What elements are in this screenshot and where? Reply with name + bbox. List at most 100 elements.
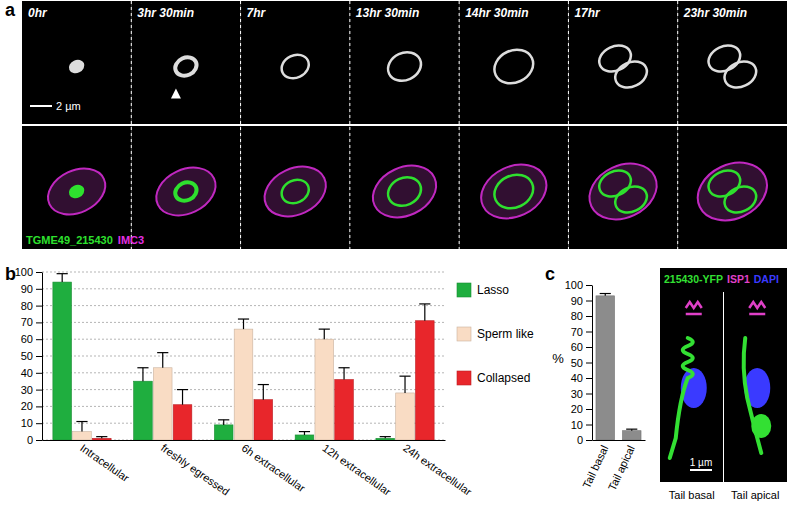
error-bar xyxy=(626,429,637,431)
image-frame xyxy=(241,126,350,249)
error-bar-stem xyxy=(324,329,325,339)
cell-signal xyxy=(704,41,744,77)
yfp-signal xyxy=(670,338,693,458)
error-bar xyxy=(57,274,68,282)
tick: 20 xyxy=(21,400,42,412)
tick-mark xyxy=(36,272,42,273)
image-caption: Tail apical xyxy=(731,489,779,501)
time-label: 3hr 30min xyxy=(137,6,194,20)
arrowhead xyxy=(171,89,181,99)
axis-line xyxy=(42,273,43,441)
error-bar-cap xyxy=(76,421,87,422)
tick-label: 40 xyxy=(571,372,583,384)
error-bar xyxy=(258,385,269,400)
error-bar xyxy=(319,329,330,339)
tick-label: Tail basal xyxy=(580,443,610,490)
tick-mark xyxy=(586,347,592,348)
tick-label: 24h extracellular xyxy=(401,442,474,498)
tick: 12h extracellular xyxy=(320,442,393,498)
tick: Tail basal xyxy=(580,443,610,490)
bar xyxy=(234,329,253,440)
error-bar-stem xyxy=(162,353,163,368)
tick: 90 xyxy=(21,283,42,295)
legend-swatch xyxy=(457,283,471,297)
error-bar-cap xyxy=(380,436,391,437)
error-bar-cap xyxy=(96,436,107,437)
cell-signal xyxy=(278,175,313,207)
image-frame xyxy=(131,1,240,124)
image-frame xyxy=(678,1,787,124)
error-bar xyxy=(76,422,87,432)
cell-signal xyxy=(704,166,744,202)
tick: 30 xyxy=(571,388,592,400)
error-bar xyxy=(338,368,349,380)
tick-mark xyxy=(36,423,42,424)
axis-line xyxy=(593,440,646,441)
tick-label: freshly egressed xyxy=(159,442,232,498)
time-label: 23hr 30min xyxy=(683,6,747,20)
error-bar xyxy=(238,319,249,329)
membrane xyxy=(580,153,665,230)
error-bar xyxy=(380,437,391,439)
tick-mark xyxy=(36,390,42,391)
error-bar-stem xyxy=(142,368,143,381)
y-axis: 0102030405060708090100 xyxy=(565,279,593,446)
tick-mark xyxy=(36,322,42,323)
bar xyxy=(622,431,641,440)
tick-label: Tail apical xyxy=(606,443,637,492)
tick: 70 xyxy=(571,326,592,338)
cell-signal xyxy=(611,57,651,93)
tick: 90 xyxy=(571,295,592,307)
x-axis: Intracellularfreshly egressed6h extracel… xyxy=(43,441,475,498)
image-caption: Tail basal xyxy=(669,489,715,501)
cell-signal xyxy=(720,57,760,93)
legend-label: Lasso xyxy=(477,283,509,297)
error-bar-cap xyxy=(218,419,229,420)
tick: 100 xyxy=(15,266,42,278)
error-bar-stem xyxy=(343,368,344,380)
tick: 70 xyxy=(21,316,42,328)
error-bar-cap xyxy=(626,429,637,430)
legend-label: Collapsed xyxy=(477,371,530,385)
error-bar-stem xyxy=(424,304,425,321)
bar xyxy=(596,296,615,440)
tick-mark xyxy=(36,406,42,407)
panel-label: c xyxy=(545,264,555,284)
error-bar xyxy=(218,420,229,425)
tick-label: 90 xyxy=(571,295,583,307)
frame-divider xyxy=(349,1,350,249)
error-bar xyxy=(96,437,107,439)
tick-label: 60 xyxy=(21,333,33,345)
error-bar xyxy=(399,376,410,393)
tick: 10 xyxy=(571,419,592,431)
tick: 40 xyxy=(571,372,592,384)
image-frame xyxy=(459,126,568,249)
scale-bar xyxy=(30,105,52,107)
error-bar-cap xyxy=(419,303,430,304)
error-bar-cap xyxy=(258,384,269,385)
error-bar xyxy=(177,390,188,405)
yfp-signal xyxy=(751,414,771,438)
tick-mark xyxy=(36,289,42,290)
cell-signal xyxy=(67,57,87,75)
plot-area xyxy=(53,274,434,440)
bar xyxy=(376,438,395,440)
tick-label: 10 xyxy=(21,417,33,429)
membrane xyxy=(688,152,776,231)
tick-mark xyxy=(36,356,42,357)
cell-signal xyxy=(67,182,87,200)
error-bar-stem xyxy=(182,390,183,405)
tick-mark xyxy=(586,332,592,333)
grid-line xyxy=(42,305,445,306)
bar-chart: 0102030405060708090100Tail basalTail api… xyxy=(552,279,645,492)
isp1-signal xyxy=(686,302,702,314)
image-frame xyxy=(22,1,131,124)
bar xyxy=(73,432,92,440)
x-axis: Tail basalTail apical xyxy=(580,441,645,493)
tick: 10 xyxy=(21,417,42,429)
tick-label: 70 xyxy=(21,316,33,328)
tick: 60 xyxy=(21,333,42,345)
time-label: 13hr 30min xyxy=(356,6,419,20)
error-bar-stem xyxy=(263,385,264,400)
error-bar-cap xyxy=(177,389,188,390)
